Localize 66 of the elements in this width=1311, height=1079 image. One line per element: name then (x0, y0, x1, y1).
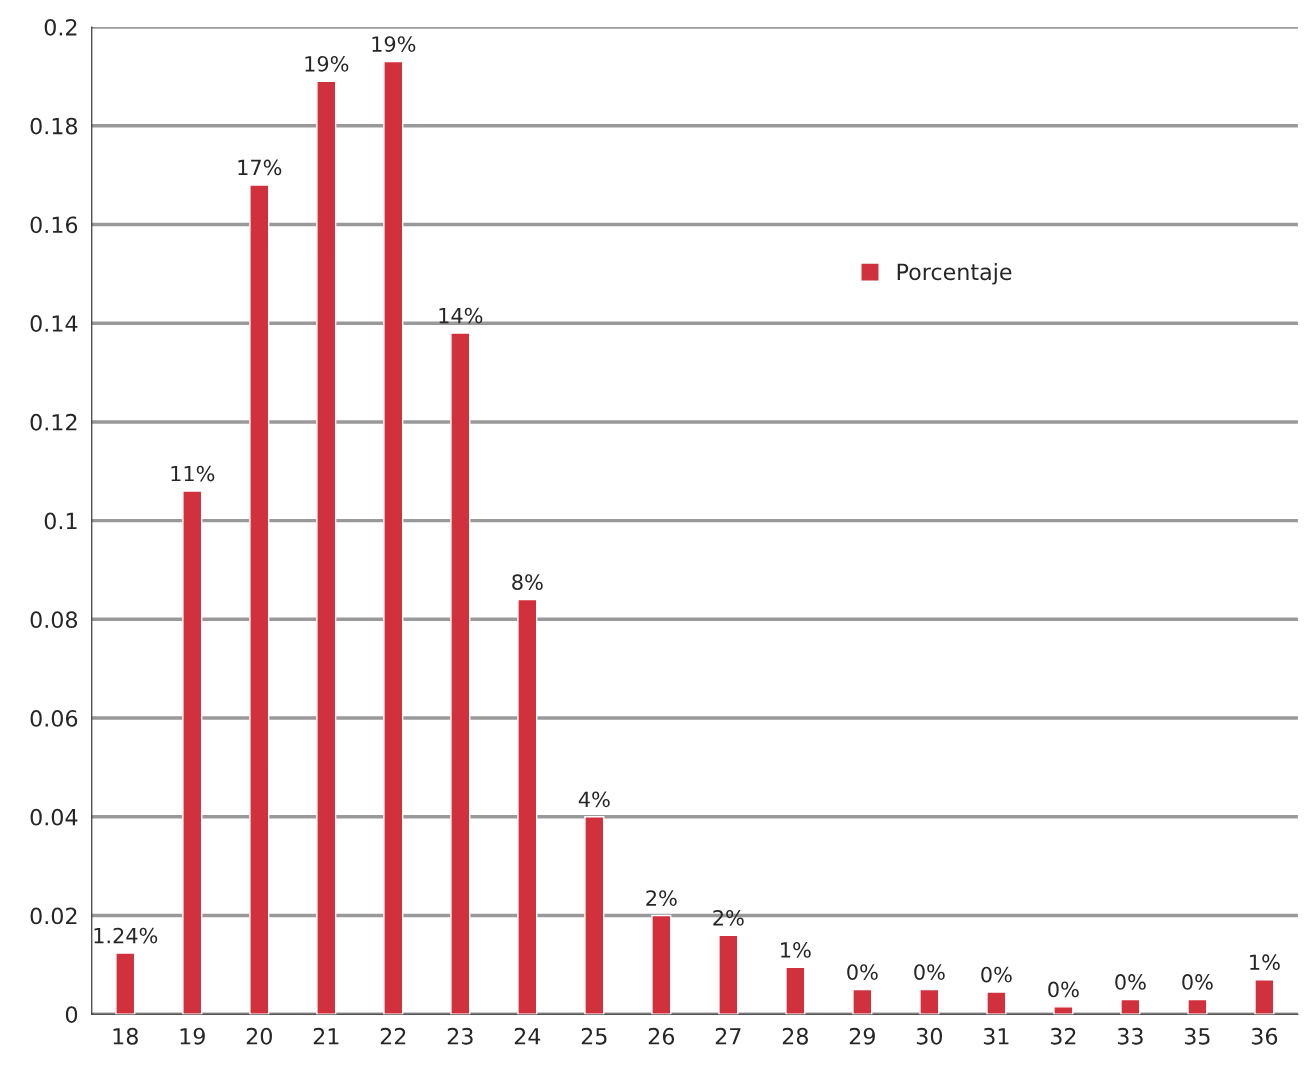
data-label: 0% (1115, 974, 1146, 990)
y-tick-label: 0.08 (30, 611, 78, 629)
bar (115, 952, 136, 1015)
x-tick-label: 21 (313, 1027, 339, 1045)
y-tick-label: 0.04 (30, 808, 78, 826)
x-tick-label: 28 (782, 1027, 808, 1045)
data-label: 11% (171, 465, 215, 482)
y-tick-label: 0.18 (30, 117, 78, 135)
x-tick-label: 24 (514, 1027, 541, 1045)
x-tick-label: 18 (113, 1027, 138, 1045)
y-tick-label: 0.1 (44, 512, 77, 530)
data-label: 2% (646, 890, 677, 906)
bar (249, 184, 270, 1015)
bar (383, 60, 404, 1015)
data-label: 0% (1048, 981, 1079, 998)
x-tick-label: 19 (180, 1027, 205, 1045)
bar (517, 598, 538, 1015)
x-tick-label: 33 (1117, 1027, 1143, 1045)
data-label: 0% (847, 964, 878, 980)
x-tick-label: 32 (1050, 1027, 1076, 1045)
bar (182, 490, 203, 1015)
data-label: 1% (781, 942, 811, 958)
bar (718, 934, 739, 1015)
x-tick-label: 35 (1184, 1027, 1210, 1045)
data-label: 0% (914, 964, 945, 980)
data-label: 2% (713, 909, 744, 926)
bar (986, 991, 1007, 1015)
y-tick-label: 0.02 (30, 907, 77, 925)
data-label: 17% (238, 159, 282, 176)
x-tick-label: 36 (1251, 1027, 1278, 1045)
bar (584, 816, 605, 1015)
x-tick-label: 26 (648, 1027, 675, 1045)
x-tick-label: 29 (849, 1027, 875, 1045)
y-tick-label: 0.16 (30, 216, 78, 234)
bar (651, 914, 672, 1015)
bar (1120, 998, 1141, 1015)
data-label: 8% (512, 574, 543, 591)
x-tick-label: 31 (983, 1027, 1009, 1045)
y-tick-label: 0.12 (30, 413, 77, 431)
data-label: 19% (372, 36, 416, 52)
x-tick-label: 22 (380, 1027, 406, 1045)
bar (1053, 1006, 1074, 1015)
bar (919, 988, 940, 1015)
legend-label: Porcentaje (897, 263, 1012, 285)
bar (316, 80, 337, 1015)
x-tick-label: 30 (916, 1027, 943, 1045)
bar (1254, 979, 1275, 1015)
data-label: 1% (1250, 954, 1280, 971)
y-tick-label: 0 (65, 1006, 78, 1024)
bar (1187, 998, 1208, 1015)
data-label: 19% (305, 55, 349, 72)
x-tick-label: 23 (447, 1027, 473, 1045)
x-tick-label: 20 (246, 1027, 272, 1045)
y-tick-label: 0.14 (30, 315, 78, 332)
bar (450, 332, 471, 1015)
y-tick-label: 0.06 (30, 710, 78, 727)
data-label: 0% (981, 966, 1012, 983)
data-label: 14% (439, 307, 483, 324)
x-tick-label: 25 (581, 1027, 607, 1045)
data-label: 0% (1182, 974, 1213, 990)
y-tick-label: 0.2 (44, 18, 77, 36)
x-tick-label: 27 (715, 1027, 741, 1045)
data-label: 1.24% (94, 927, 158, 944)
data-label: 4% (578, 791, 610, 808)
bar (852, 988, 873, 1015)
bar (785, 966, 806, 1015)
